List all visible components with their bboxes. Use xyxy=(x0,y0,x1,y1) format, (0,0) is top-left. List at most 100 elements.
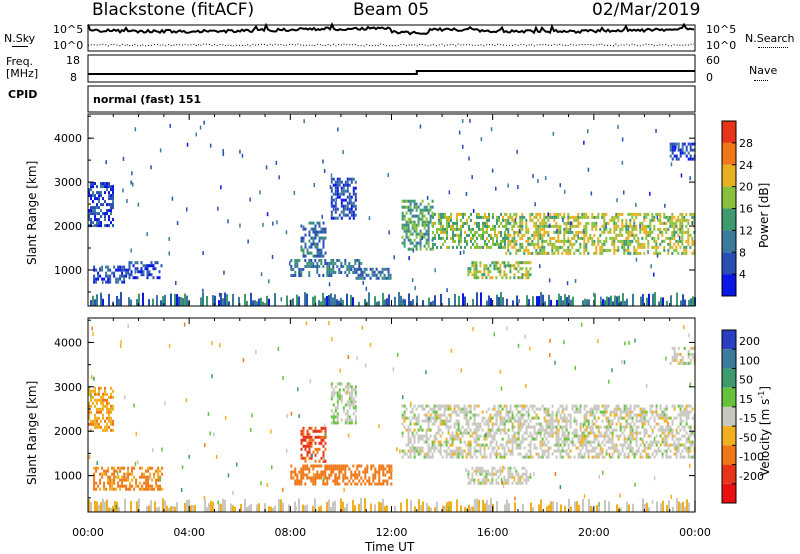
echo-cell xyxy=(328,476,331,480)
ground-scatter-cell xyxy=(158,506,160,512)
echo-cell xyxy=(509,416,512,420)
echo-cell xyxy=(559,437,562,441)
echo-cell xyxy=(449,407,452,411)
echo-cell xyxy=(619,227,622,231)
echo-cell xyxy=(334,476,337,480)
sparse-echo xyxy=(421,236,423,240)
echo-cell xyxy=(541,440,544,444)
echo-cell xyxy=(504,212,506,216)
sparse-echo xyxy=(593,292,595,297)
echo-cell xyxy=(553,419,556,423)
echo-cell xyxy=(344,391,347,395)
echo-cell xyxy=(378,482,381,486)
echo-cell xyxy=(585,410,588,414)
echo-cell xyxy=(322,242,325,246)
echo-cell xyxy=(342,464,345,468)
echo-cell xyxy=(499,410,502,414)
ground-scatter-cell xyxy=(426,503,428,512)
echo-cell xyxy=(605,239,608,243)
sparse-echo xyxy=(468,156,470,161)
echo-cell xyxy=(100,395,102,399)
echo-cell xyxy=(543,449,546,453)
echo-cell xyxy=(513,230,516,234)
sparse-echo xyxy=(448,190,451,195)
echo-cell xyxy=(527,413,530,417)
echo-cell xyxy=(615,434,618,438)
echo-cell xyxy=(121,481,124,485)
echo-cell xyxy=(332,464,335,468)
echo-cell xyxy=(631,239,634,243)
ground-scatter-cell xyxy=(486,500,488,512)
echo-cell xyxy=(146,270,149,274)
colorbar-segment xyxy=(722,483,736,503)
sparse-echo xyxy=(266,483,269,487)
echo-cell xyxy=(529,440,532,444)
echo-cell xyxy=(525,472,528,476)
echo-cell xyxy=(481,276,484,280)
echo-cell xyxy=(475,261,478,265)
echo-cell xyxy=(677,242,680,246)
ground-scatter-cell xyxy=(448,298,450,306)
echo-cell xyxy=(477,478,480,482)
sparse-echo xyxy=(574,365,576,370)
sparse-echo xyxy=(293,190,296,195)
echo-cell xyxy=(437,425,440,429)
echo-cell xyxy=(495,410,498,414)
echo-cell xyxy=(481,273,484,277)
echo-cell xyxy=(492,236,494,240)
echo-cell xyxy=(527,248,530,252)
echo-cell xyxy=(651,431,654,435)
echo-cell xyxy=(136,261,139,265)
echo-cell xyxy=(438,227,440,231)
sparse-echo xyxy=(339,368,341,373)
echo-cell xyxy=(511,446,514,450)
ground-scatter-cell xyxy=(170,293,172,306)
sparse-echo xyxy=(493,332,495,337)
echo-cell xyxy=(641,449,644,453)
echo-cell xyxy=(346,418,349,422)
echo-cell xyxy=(689,352,692,356)
freq-panel-frame xyxy=(87,54,696,83)
echo-cell xyxy=(466,233,468,237)
echo-cell xyxy=(613,239,616,243)
colorbar-segment xyxy=(722,330,736,350)
echo-cell xyxy=(655,407,658,411)
echo-cell xyxy=(555,215,558,219)
ground-scatter-cell xyxy=(292,298,294,306)
echo-cell xyxy=(623,443,626,447)
echo-cell xyxy=(557,251,560,255)
beam-title: Beam 05 xyxy=(353,0,430,20)
sparse-echo xyxy=(169,123,171,128)
echo-cell xyxy=(681,443,684,447)
echo-cell xyxy=(583,407,586,411)
echo-cell xyxy=(631,410,634,414)
echo-cell xyxy=(535,437,538,441)
echo-cell xyxy=(513,437,516,441)
echo-cell xyxy=(617,419,620,423)
echo-cell xyxy=(431,440,434,444)
echo-cell xyxy=(308,467,311,471)
echo-cell xyxy=(320,438,323,442)
echo-cell xyxy=(525,431,528,435)
echo-cell xyxy=(487,472,490,476)
echo-cell xyxy=(409,446,412,450)
echo-cell xyxy=(334,415,337,419)
echo-cell xyxy=(324,441,327,445)
echo-cell xyxy=(565,437,568,441)
echo-cell xyxy=(336,259,339,262)
ground-scatter-cell xyxy=(532,507,534,512)
echo-cell xyxy=(643,230,646,234)
echo-cell xyxy=(471,273,474,277)
echo-cell xyxy=(324,473,327,477)
ground-scatter-cell xyxy=(502,297,504,306)
echo-cell xyxy=(456,215,458,219)
echo-cell xyxy=(160,264,163,268)
echo-cell xyxy=(545,437,548,441)
ground-scatter-cell xyxy=(298,498,300,512)
echo-cell xyxy=(583,212,586,216)
echo-cell xyxy=(553,230,556,234)
echo-cell xyxy=(681,142,684,146)
ground-scatter-cell xyxy=(232,505,234,512)
echo-cell xyxy=(326,271,329,274)
echo-cell xyxy=(595,410,598,414)
